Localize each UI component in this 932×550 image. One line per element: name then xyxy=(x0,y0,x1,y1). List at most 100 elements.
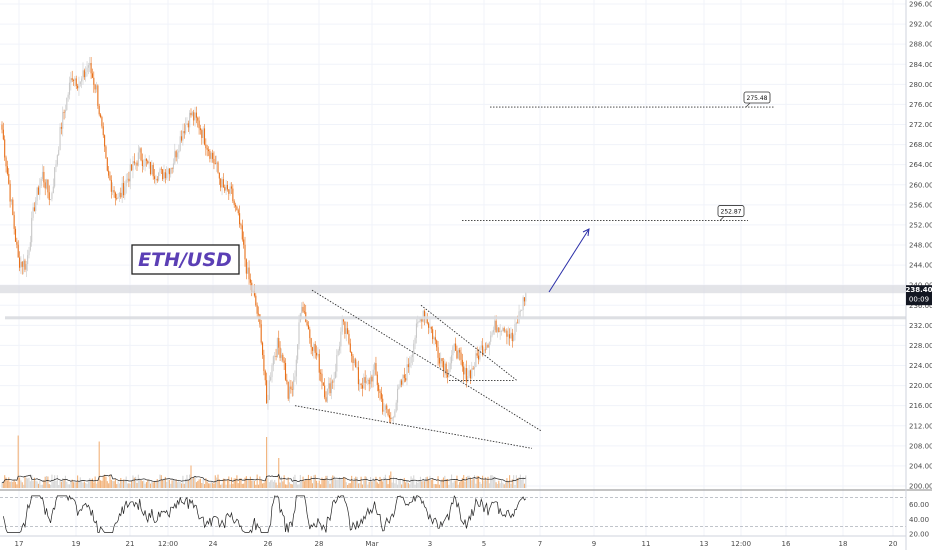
volume-bar xyxy=(23,484,25,488)
volume-bar xyxy=(433,484,435,488)
target-callout[interactable] xyxy=(743,91,771,104)
candle xyxy=(311,347,314,351)
volume-bar xyxy=(82,482,84,488)
volume-bar xyxy=(128,483,130,488)
candle xyxy=(318,354,320,373)
volume-bar xyxy=(212,482,214,488)
volume-bar xyxy=(303,481,305,488)
candle xyxy=(67,94,69,98)
target-callout[interactable] xyxy=(717,205,745,217)
projection-arrow[interactable] xyxy=(548,228,590,293)
volume-bar xyxy=(457,484,459,488)
volume-bar xyxy=(430,479,432,488)
resistance-zone[interactable] xyxy=(0,285,906,294)
volume-bar xyxy=(127,483,129,488)
candle xyxy=(164,172,166,179)
volume-bar xyxy=(476,475,478,488)
candle xyxy=(93,77,95,85)
candle xyxy=(110,180,112,192)
volume-bar xyxy=(74,482,76,488)
volume-bar xyxy=(445,478,447,488)
volume-bar xyxy=(310,476,312,488)
volume-bar xyxy=(255,484,257,488)
candle xyxy=(101,117,103,127)
candle xyxy=(28,250,30,256)
oscillator-tick-label: 20.00 xyxy=(909,531,929,539)
volume-bar xyxy=(24,476,26,488)
wedge-lower-trendline[interactable] xyxy=(294,405,533,449)
wedge-upper-trendline[interactable] xyxy=(311,289,542,432)
volume-bar xyxy=(459,482,461,488)
candle xyxy=(249,279,251,283)
volume-bar xyxy=(183,483,185,488)
y-tick-label: 204.00 xyxy=(909,462,932,470)
candle xyxy=(206,148,208,150)
candle xyxy=(248,267,250,280)
candle xyxy=(228,189,230,194)
volume-bar xyxy=(178,479,180,488)
trend-drawings[interactable]: 275.48 252.87 xyxy=(0,91,906,449)
candle xyxy=(193,112,195,121)
candle xyxy=(1,124,3,130)
candle xyxy=(186,123,188,125)
volume-bar xyxy=(321,477,323,488)
volume-bar xyxy=(194,475,196,488)
volume-bar xyxy=(336,479,338,488)
candle xyxy=(456,350,458,359)
candle xyxy=(229,186,231,194)
candle xyxy=(136,162,138,166)
volume-bar xyxy=(253,480,255,488)
volume-bar xyxy=(166,481,168,488)
candle xyxy=(212,153,214,159)
candle xyxy=(352,355,354,364)
volume-bar xyxy=(58,484,60,488)
volume-bar xyxy=(85,482,87,488)
volume-bar xyxy=(17,435,19,488)
volume-bar xyxy=(372,478,374,488)
volume-bar xyxy=(325,475,327,488)
candle xyxy=(522,297,524,310)
y-tick-label: 268.00 xyxy=(909,141,932,149)
candle xyxy=(201,130,203,138)
candle xyxy=(324,385,326,398)
volume-bar xyxy=(463,475,465,488)
candle xyxy=(438,357,440,364)
candle xyxy=(109,175,111,181)
candle xyxy=(2,129,4,140)
support-zone[interactable] xyxy=(5,316,906,320)
volume-bar xyxy=(371,481,373,488)
candle xyxy=(515,322,517,325)
candle xyxy=(384,405,386,410)
volume-bar xyxy=(271,479,273,488)
candle xyxy=(60,127,62,129)
volume-bar xyxy=(352,481,354,488)
volume-bar xyxy=(139,478,141,488)
time-axis[interactable]: 17 19 21 12:00 24 26 28 Mar 3 5 7 9 11 13 12:00 16 18 20 xyxy=(0,535,906,548)
y-tick-label: 224.00 xyxy=(909,362,932,370)
candle xyxy=(378,384,380,391)
candle xyxy=(44,182,46,189)
candle xyxy=(402,374,404,385)
y-tick-label: 232.00 xyxy=(909,322,932,330)
bar-countdown-label: 00:09 xyxy=(909,296,929,304)
candle xyxy=(182,131,184,141)
candle xyxy=(102,126,104,136)
volume-bar xyxy=(2,483,4,488)
volume-bar xyxy=(384,474,386,488)
candle xyxy=(222,179,224,188)
y-tick-label: 220.00 xyxy=(909,382,932,390)
candle xyxy=(405,378,407,381)
volume-bar xyxy=(19,477,21,488)
volume-bar xyxy=(43,480,45,488)
volume-bar xyxy=(301,479,303,488)
volume-bar xyxy=(478,476,480,488)
flag-upper-trendline[interactable] xyxy=(420,304,518,381)
x-tick-label: 13 xyxy=(700,540,709,548)
volume-bar xyxy=(432,478,434,488)
candle xyxy=(303,311,305,313)
volume-bar xyxy=(467,475,469,488)
candle xyxy=(70,78,72,83)
candle xyxy=(12,199,14,216)
price-axis[interactable]: 296.00 292.00 288.00 284.00 280.00 276.00 272.… xyxy=(905,0,932,550)
